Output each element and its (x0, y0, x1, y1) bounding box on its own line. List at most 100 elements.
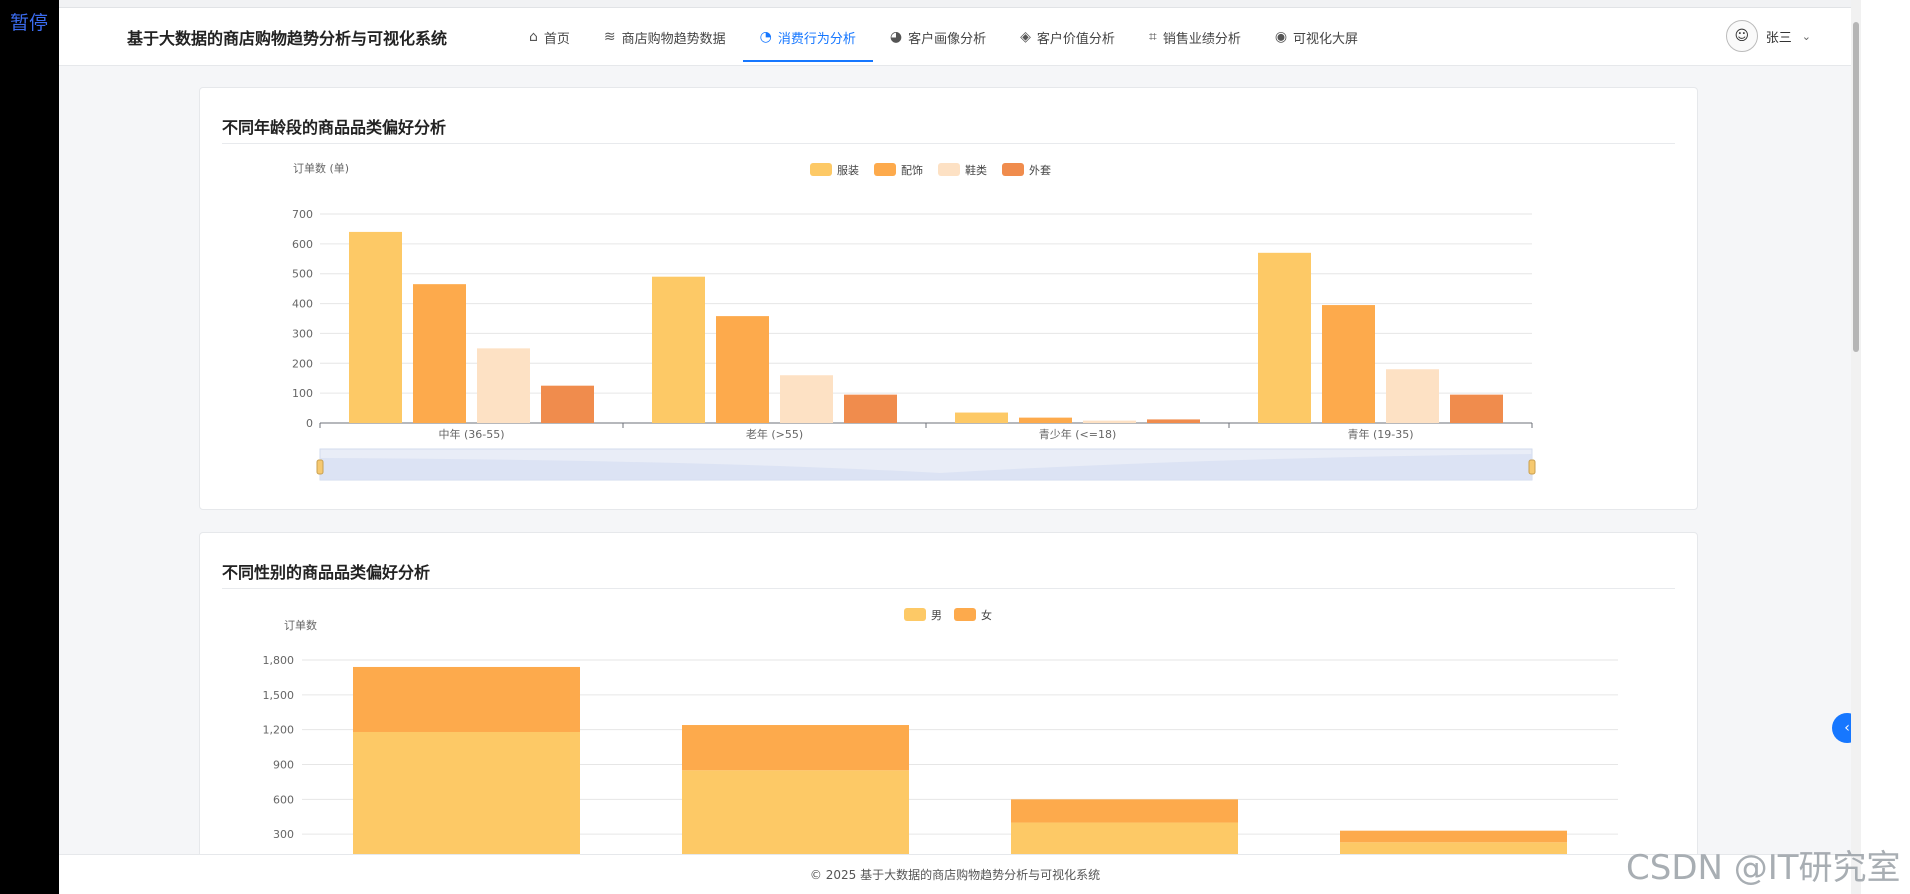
nav-item-1[interactable]: ≋ 商店购物趋势数据 (587, 8, 743, 66)
card-divider (222, 588, 1675, 589)
bar (1258, 252, 1311, 423)
nav-item-4[interactable]: ◈ 客户价值分析 (1003, 8, 1132, 66)
nav-item-label: 首页 (543, 31, 570, 47)
card-title: 不同性别的商品品类偏好分析 (222, 563, 431, 582)
bar (682, 725, 909, 771)
scrollbar-thumb[interactable] (1853, 22, 1859, 352)
datazoom-handle-left (316, 459, 324, 475)
bar (353, 731, 580, 869)
nav-item-5[interactable]: ⌗ 销售业绩分析 (1132, 8, 1258, 66)
user-icon: ◕ (889, 29, 903, 45)
nav-item-3[interactable]: ◕ 客户画像分析 (873, 8, 1003, 66)
legend-swatch (954, 608, 976, 621)
dashboard-icon: ◉ (1274, 29, 1288, 45)
bar (780, 375, 833, 423)
top-strip (59, 0, 1851, 8)
bar (477, 348, 530, 423)
video-overlay: 暂停 (0, 0, 59, 894)
y-tick-label: 400 (292, 298, 313, 311)
nav-item-0[interactable]: ⌂ 首页 (512, 8, 587, 66)
x-tick-label: 青年 (19-35) (1347, 427, 1413, 441)
navbar: 基于大数据的商店购物趋势分析与可视化系统 ⌂ 首页 ≋ 商店购物趋势数据 ◔ 消费行为分析… (59, 8, 1851, 66)
app-window: 基于大数据的商店购物趋势分析与可视化系统 ⌂ 首页 ≋ 商店购物趋势数据 ◔ 消费行为分析… (59, 0, 1851, 894)
bar (353, 666, 580, 732)
pie-chart-icon: ◔ (759, 29, 772, 45)
bar (1019, 417, 1072, 423)
nav-item-label: 销售业绩分析 (1162, 31, 1241, 47)
collapse-toggle-button[interactable]: ‹ (1832, 713, 1851, 743)
avatar[interactable]: ☺ (1725, 20, 1758, 52)
gender-preference-chart: 订单数 男 女 300 600 900 1,200 1,500 1,800 (263, 608, 1618, 869)
bar (1011, 799, 1238, 823)
y-axis-label: 订单数 (单) (293, 162, 349, 175)
y-tick-label: 0 (306, 417, 313, 430)
bar (1083, 420, 1136, 423)
pause-label[interactable]: 暂停 (10, 12, 49, 34)
nav-item-2[interactable]: ◔ 消费行为分析 (742, 8, 874, 66)
y-tick-label: 200 (292, 357, 313, 370)
legend-swatch (874, 163, 896, 176)
bar (1322, 305, 1375, 423)
nav-item-label: 客户画像分析 (908, 31, 987, 47)
main-nav: ⌂ 首页 ≋ 商店购物趋势数据 ◔ 消费行为分析 ◕ 客户画像分析 ◈ 客户价值分析 ⌗ 销售业绩分析… (512, 8, 1375, 66)
bar (541, 385, 594, 423)
right-margin (1851, 0, 1910, 894)
user-menu[interactable]: ☺ 张三 ⌄ (1725, 20, 1811, 52)
card-divider (222, 143, 1675, 144)
nav-item-label: 可视化大屏 (1293, 31, 1359, 47)
y-tick-label: 1,200 (263, 724, 295, 737)
bar (955, 412, 1008, 423)
y-tick-label: 1,500 (263, 689, 295, 702)
y-tick-label: 900 (273, 759, 294, 772)
legend-label: 男 (931, 609, 942, 622)
gender-preference-card: 不同性别的商品品类偏好分析 订单数 男 女 300 600 900 1,200 1,500 1,… (199, 532, 1698, 894)
nav-item-label: 消费行为分析 (777, 31, 856, 47)
y-tick-label: 700 (292, 208, 313, 221)
user-name[interactable]: 张三 (1765, 30, 1792, 46)
y-tick-label: 600 (292, 238, 313, 251)
nav-item-label: 客户价值分析 (1036, 31, 1115, 47)
datazoom-shadow (320, 454, 1532, 480)
legend-swatch (810, 163, 832, 176)
footer: © 2025 基于大数据的商店购物趋势分析与可视化系统 (59, 854, 1851, 894)
card-title: 不同年龄段的商品品类偏好分析 (222, 118, 447, 137)
y-tick-label: 500 (292, 268, 313, 281)
age-preference-card: 不同年龄段的商品品类偏好分析 订单数 (单) 服装 配饰 鞋类 外套 0 100 200 300… (199, 87, 1698, 510)
bar (349, 231, 402, 423)
bar (1340, 830, 1567, 843)
chevron-down-icon[interactable]: ⌄ (1801, 29, 1811, 43)
app-title: 基于大数据的商店购物趋势分析与可视化系统 (127, 29, 448, 48)
bar (716, 316, 769, 423)
bar (1147, 419, 1200, 423)
legend-swatch (938, 163, 960, 176)
legend-swatch (904, 608, 926, 621)
line-chart-icon: ⌗ (1148, 29, 1157, 45)
datazoom-handle-right (1528, 459, 1536, 475)
y-axis-label: 订单数 (284, 619, 317, 632)
home-icon: ⌂ (529, 29, 538, 45)
legend-label: 女 (981, 608, 992, 622)
bar (1450, 394, 1503, 423)
nav-item-label: 商店购物趋势数据 (621, 31, 726, 47)
y-tick-label: 1,800 (263, 654, 295, 667)
bar (1386, 369, 1439, 423)
nav-item-6[interactable]: ◉ 可视化大屏 (1258, 8, 1375, 66)
y-tick-label: 100 (292, 387, 313, 400)
legend-label: 鞋类 (965, 163, 987, 177)
bar (844, 394, 897, 423)
x-tick-label: 青少年 (<=18) (1039, 427, 1117, 441)
y-tick-label: 600 (273, 793, 294, 806)
legend-label: 服装 (837, 164, 859, 177)
legend-swatch (1002, 163, 1024, 176)
x-tick-label: 中年 (36-55) (438, 427, 504, 441)
legend-label: 配饰 (901, 163, 923, 177)
bar (682, 770, 909, 869)
y-tick-label: 300 (292, 327, 313, 340)
watermark: CSDN @IT研究室 (1626, 848, 1901, 888)
diamond-icon: ◈ (1020, 29, 1031, 45)
bar (652, 276, 705, 423)
database-icon: ≋ (603, 29, 616, 45)
legend-label: 外套 (1029, 164, 1051, 177)
scrollbar[interactable] (1851, 0, 1861, 894)
bar (413, 284, 466, 423)
